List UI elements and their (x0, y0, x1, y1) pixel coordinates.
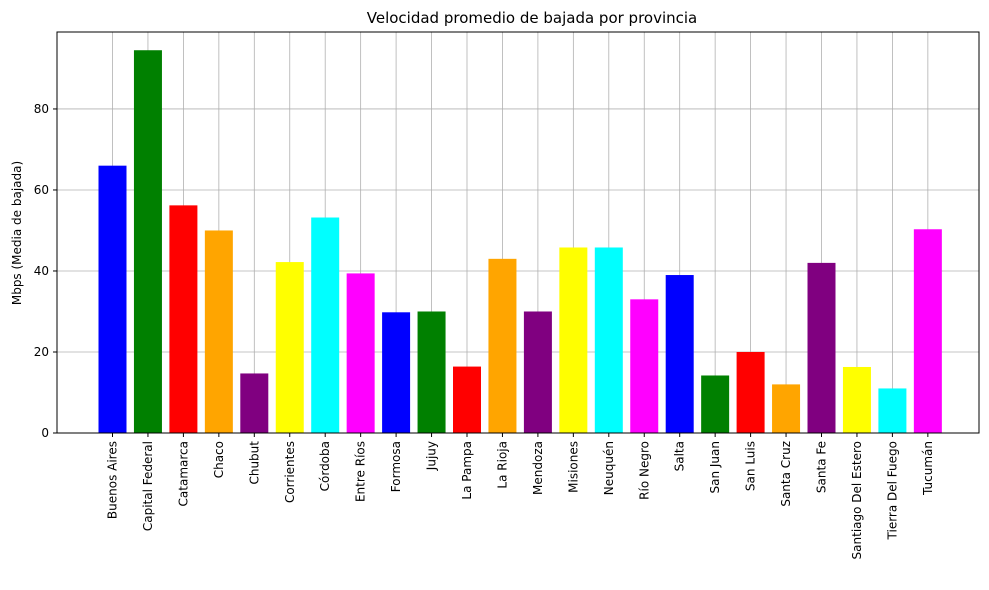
x-tick-label: Chubut (247, 441, 261, 485)
x-tick-label: San Luis (744, 441, 758, 491)
x-tick-label: Salta (673, 441, 687, 471)
bar (842, 366, 871, 433)
y-tick-label: 20 (34, 345, 49, 359)
x-tick-label: Catamarca (176, 441, 190, 506)
y-tick-label: 80 (34, 102, 49, 116)
x-tick-label: San Juan (708, 441, 722, 494)
bar (878, 388, 907, 433)
bar (346, 273, 375, 433)
x-tick-label: Tierra Del Fuego (885, 441, 899, 540)
y-tick-label: 60 (34, 183, 49, 197)
bar (594, 247, 623, 433)
x-tick-label: Neuquén (602, 441, 616, 495)
x-tick-label: Chaco (212, 441, 226, 478)
bar (133, 50, 162, 434)
x-tick-label: Santa Cruz (779, 441, 793, 507)
x-tick-label: Río Negro (637, 441, 651, 500)
x-tick-label: Entre Ríos (354, 441, 368, 502)
plot-frame (56, 31, 980, 434)
x-tick-label: Corrientes (283, 441, 297, 503)
bar (311, 217, 340, 433)
x-tick-label: Mendoza (531, 441, 545, 495)
bar (488, 258, 517, 433)
bar (772, 384, 801, 433)
bar (523, 311, 552, 433)
bar (240, 373, 269, 433)
x-tick-label: Santiago Del Estero (850, 441, 864, 559)
bar (98, 165, 127, 433)
bar (630, 299, 659, 433)
bar (417, 311, 446, 433)
bar (204, 230, 233, 433)
bar (701, 375, 730, 433)
x-tick-label: La Pampa (460, 441, 474, 500)
x-tick-label: Jujuy (425, 441, 439, 471)
x-tick-label: Misiones (566, 441, 580, 493)
x-tick-label: Tucumán (921, 441, 935, 496)
axes (53, 31, 980, 437)
x-tick-label: La Rioja (495, 441, 509, 489)
bar (736, 351, 765, 433)
chart-title: Velocidad promedio de bajada por provinc… (367, 9, 698, 27)
bar (665, 275, 694, 433)
bars (98, 50, 942, 434)
bar (559, 247, 588, 433)
bar (169, 205, 198, 433)
y-tick-label: 40 (34, 264, 49, 278)
y-axis-label: Mbps (Media de bajada) (10, 161, 24, 305)
bar (453, 366, 481, 433)
y-tick-label: 0 (41, 426, 49, 440)
bar (275, 262, 304, 433)
bar (382, 312, 411, 433)
y-tick-labels: 0 20 40 60 80 (34, 102, 49, 440)
bar (807, 262, 836, 433)
x-tick-labels: Buenos Aires Capital Federal Catamarca Chac… (106, 441, 935, 560)
x-tick-label: Santa Fe (815, 441, 829, 493)
x-tick-label: Capital Federal (141, 441, 155, 531)
x-tick-label: Formosa (389, 441, 403, 492)
x-tick-label: Córdoba (318, 441, 332, 491)
x-tick-label: Buenos Aires (106, 441, 120, 519)
bar (913, 229, 942, 433)
